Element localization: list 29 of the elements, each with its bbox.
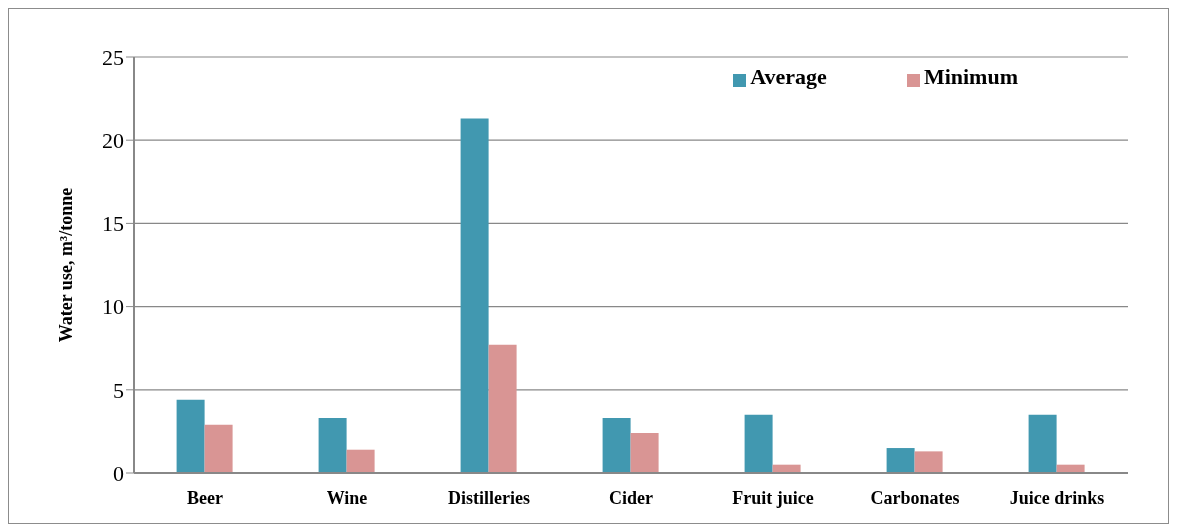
x-tick-label: Cider xyxy=(609,487,653,508)
x-tick-label: Fruit juice xyxy=(732,487,814,508)
y-tick-label: 5 xyxy=(113,377,124,403)
x-tick-label: Distilleries xyxy=(448,487,530,508)
legend-label: Minimum xyxy=(923,64,1018,89)
x-tick-label: Juice drinks xyxy=(1009,487,1105,508)
x-tick-label: Carbonates xyxy=(870,487,960,508)
bar xyxy=(346,449,375,473)
x-tick-label: Wine xyxy=(326,487,368,508)
bar xyxy=(460,118,489,473)
bar xyxy=(204,424,233,473)
x-tick-label: Beer xyxy=(187,487,223,508)
bar xyxy=(914,451,943,473)
y-axis-title: Water use, m³/tonne xyxy=(56,187,77,343)
y-tick-label: 15 xyxy=(102,211,124,237)
y-tick-label: 0 xyxy=(113,460,124,486)
bar xyxy=(630,433,659,473)
bar xyxy=(744,414,773,473)
bar xyxy=(488,344,517,473)
bar xyxy=(886,448,915,473)
bar xyxy=(602,418,631,473)
bar xyxy=(318,418,347,473)
y-tick-label: 20 xyxy=(102,128,124,154)
chart-frame: Average Minimum Beer Wine Distilleries Cider Fruit juice Carbonates Juice drinks 0 5 10 15 20 25 Water use, m³/tonne xyxy=(8,8,1169,524)
y-tick-label: 10 xyxy=(102,294,124,320)
legend-label: Average xyxy=(750,64,827,89)
y-tick-label: 25 xyxy=(102,44,124,70)
bar xyxy=(1028,414,1057,473)
bar xyxy=(176,399,205,473)
